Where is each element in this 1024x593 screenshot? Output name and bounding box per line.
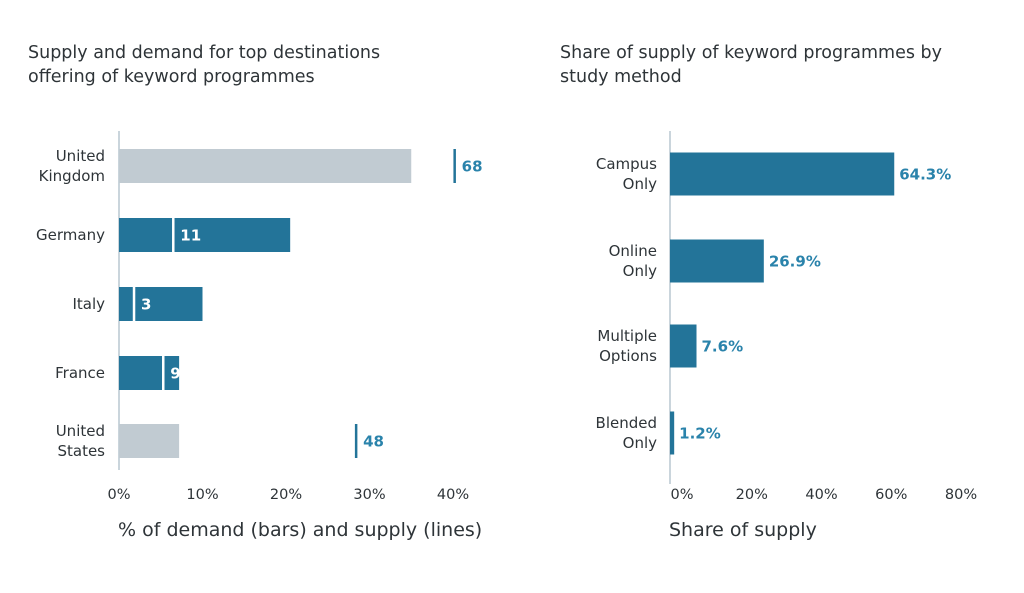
- left-chart-x-tick-label: 40%: [437, 487, 469, 503]
- demand-bar: [119, 356, 180, 390]
- left-chart: 68 United Kingdom 11 Germany 3 Italy 9 France 48 U…: [36, 131, 483, 503]
- right-chart-x-tick-label: 40%: [805, 487, 837, 503]
- right-chart-x-axis-title: Share of supply: [669, 519, 817, 541]
- share-bar: [670, 324, 697, 368]
- share-bar: [670, 152, 895, 196]
- supply-value-label: 68: [462, 158, 483, 176]
- right-category-label: Blended Only: [596, 414, 658, 452]
- right-chart-x-tick-label: 60%: [875, 487, 907, 503]
- left-category-label: France: [55, 364, 105, 382]
- supply-value-label: 11: [180, 227, 201, 245]
- left-category-label: Germany: [36, 226, 105, 244]
- right-chart-x-tick-label: 0%: [670, 487, 693, 503]
- supply-value-label: 3: [141, 296, 151, 314]
- demand-bar: [119, 149, 412, 183]
- share-bar: [670, 411, 675, 455]
- right-chart-x-tick-label: 80%: [945, 487, 977, 503]
- left-category-label: Italy: [72, 295, 105, 313]
- left-category-label: United States: [56, 422, 105, 460]
- right-category-label: Online Only: [609, 242, 658, 280]
- right-chart-title: Share of supply of keyword programmes by…: [560, 43, 943, 87]
- share-bar: [670, 239, 764, 283]
- left-chart-title: Supply and demand for top destinations o…: [28, 43, 381, 87]
- left-category-label: United Kingdom: [39, 147, 105, 185]
- right-category-label: Multiple Options: [597, 327, 657, 365]
- left-chart-x-tick-label: 20%: [270, 487, 302, 503]
- demand-bar: [119, 287, 203, 321]
- right-chart: 64.3% Campus Only 26.9% Online Only 7.6% Multip…: [596, 131, 977, 503]
- right-chart-x-tick-label: 20%: [736, 487, 768, 503]
- demand-bar: [119, 218, 291, 252]
- supply-value-label: 9: [170, 365, 180, 383]
- left-chart-x-tick-label: 10%: [186, 487, 218, 503]
- demand-bar: [119, 424, 180, 458]
- share-value-label: 7.6%: [702, 338, 744, 356]
- left-chart-x-tick-label: 0%: [107, 487, 130, 503]
- share-value-label: 26.9%: [769, 253, 821, 271]
- right-category-label: Campus Only: [596, 155, 657, 193]
- supply-value-label: 48: [363, 433, 384, 451]
- left-chart-x-axis-title: % of demand (bars) and supply (lines): [118, 519, 483, 541]
- share-value-label: 1.2%: [679, 425, 721, 443]
- share-value-label: 64.3%: [899, 166, 951, 184]
- left-chart-x-tick-label: 30%: [353, 487, 385, 503]
